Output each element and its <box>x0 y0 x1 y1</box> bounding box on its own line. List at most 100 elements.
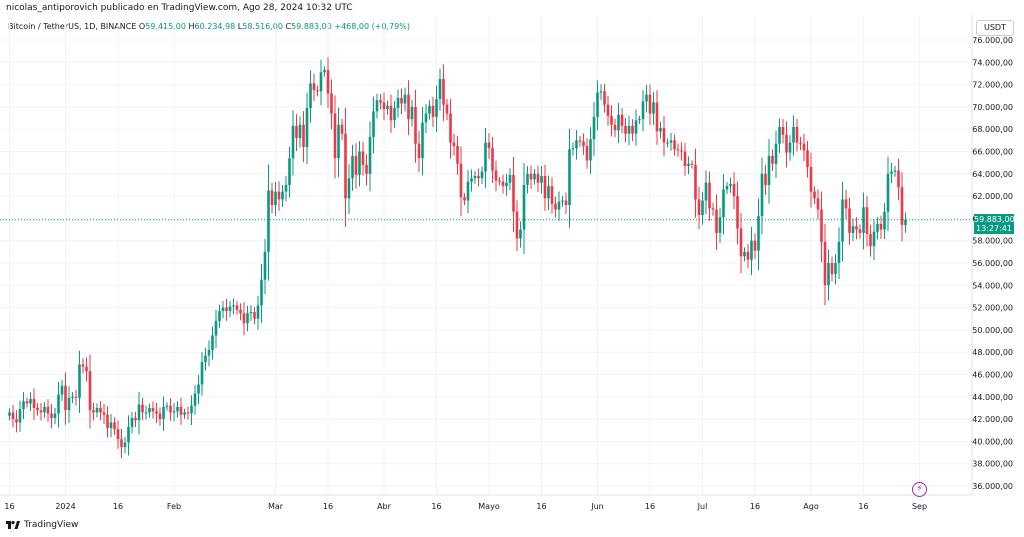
candle-body <box>813 191 816 199</box>
candle-body <box>795 126 799 143</box>
candle-body <box>711 208 715 210</box>
candle-body <box>830 263 834 275</box>
candle-body <box>750 240 753 260</box>
candle-body <box>774 143 778 164</box>
x-tick-label: Jun <box>590 502 604 511</box>
x-tick-label: 16 <box>113 502 123 511</box>
candle-body <box>841 199 844 242</box>
candle-body <box>606 104 610 116</box>
candle-body <box>172 411 176 413</box>
candle-body <box>484 142 487 172</box>
candle-body <box>494 170 498 181</box>
candle-body <box>274 191 277 206</box>
candle-body <box>372 111 375 138</box>
candle-body <box>463 197 466 201</box>
candle-body <box>302 124 305 148</box>
candle-body <box>442 79 445 105</box>
candle-body <box>162 406 165 420</box>
candle-body <box>886 173 890 212</box>
candle-body <box>351 155 354 179</box>
candle-body <box>599 91 603 93</box>
candle-body <box>176 406 179 412</box>
candle-body <box>85 366 88 372</box>
candle-body <box>67 397 71 411</box>
open-label: O <box>138 22 146 31</box>
candle-body <box>466 181 470 201</box>
x-tick-label: 16 <box>750 502 760 511</box>
candle-body <box>298 124 302 139</box>
candle-body <box>193 393 197 406</box>
candle-body <box>225 307 228 311</box>
x-tick-label: 16 <box>323 502 333 511</box>
candle-body <box>379 100 382 103</box>
candle-body <box>487 142 491 149</box>
candle-body <box>284 184 288 192</box>
candle-body <box>221 307 225 311</box>
candle-body <box>634 120 638 134</box>
candle-body <box>333 113 337 159</box>
candle-body <box>50 413 53 418</box>
y-tick-label: 62.000,00 <box>972 192 1013 201</box>
candle-body <box>354 155 358 175</box>
candle-body <box>788 142 792 153</box>
candle-body <box>347 178 351 199</box>
candle-body <box>155 411 158 414</box>
open-value: 59.415,00 <box>145 22 186 31</box>
candle-body <box>71 396 74 398</box>
candle-body <box>151 407 155 412</box>
candle-body <box>204 355 207 363</box>
candle-body <box>165 405 169 407</box>
candle-body <box>645 94 648 102</box>
candle-body <box>659 128 662 132</box>
x-tick-label: Ago <box>803 502 819 511</box>
candle-body <box>438 79 442 100</box>
y-tick-label: 56.000,00 <box>972 259 1013 268</box>
x-tick-label: Mayo <box>478 502 500 511</box>
lightning-bolt-icon[interactable]: ⚡ <box>912 482 927 497</box>
candle-body <box>690 163 694 165</box>
candle-body <box>631 125 634 134</box>
candle-body <box>130 417 134 427</box>
candle-body <box>557 201 561 210</box>
y-tick-label: 50.000,00 <box>972 326 1013 335</box>
candle-body <box>480 171 484 179</box>
close-label: C <box>285 22 292 31</box>
candle-body <box>701 200 704 216</box>
candle-body <box>456 145 459 164</box>
candle-body <box>410 106 414 120</box>
candle-body <box>295 125 298 139</box>
candle-body <box>498 180 501 182</box>
currency-button[interactable]: USDT <box>976 20 1014 36</box>
candle-body <box>547 186 550 199</box>
candle-body <box>802 143 806 151</box>
x-tick-label: 16 <box>536 502 546 511</box>
candle-body <box>11 412 15 420</box>
candle-body <box>43 406 46 413</box>
candle-body <box>554 203 557 210</box>
candle-body <box>197 384 200 394</box>
candle-body <box>29 399 32 404</box>
candle-body <box>683 151 687 166</box>
symbol-name[interactable]: Bitcoin / TetherUS, 1D, BINANCE <box>8 22 137 31</box>
candle-body <box>568 149 571 206</box>
candle-body <box>771 155 774 164</box>
candle-body <box>844 199 848 209</box>
x-tick-label: 16 <box>431 502 441 511</box>
candle-body <box>473 176 477 179</box>
candle-body <box>207 349 211 356</box>
y-tick-label: 54.000,00 <box>972 281 1013 290</box>
candle-body <box>421 122 424 159</box>
x-tick-label: 16 <box>858 502 868 511</box>
candle-body <box>512 174 515 212</box>
candle-body <box>526 173 529 185</box>
candle-body <box>179 406 183 415</box>
candle-body <box>893 170 897 172</box>
candle-body <box>400 97 403 104</box>
candle-body <box>869 234 872 247</box>
candle-body <box>319 72 323 92</box>
candle-body <box>361 151 365 165</box>
candle-body <box>106 414 109 429</box>
price-axis: 36.000,00 38.000,00 40.000,00 42.000,00 44.0… <box>972 36 1013 491</box>
x-tick-label: Jul <box>697 502 708 511</box>
